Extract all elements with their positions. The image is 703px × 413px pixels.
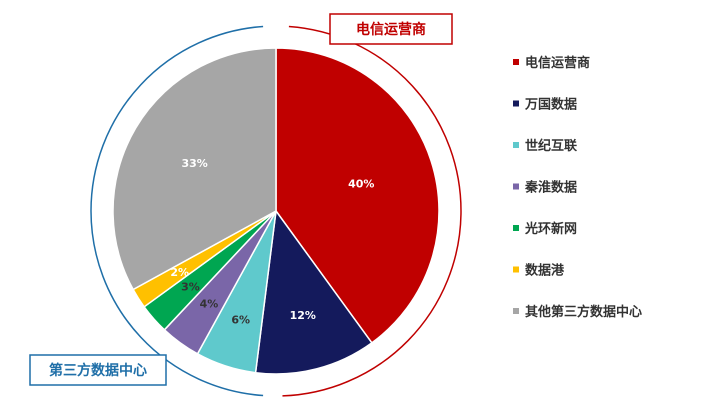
- legend-swatch-7: [513, 308, 519, 314]
- legend-swatch-4: [513, 183, 519, 190]
- telecom-callout-label: 电信运营商: [356, 21, 426, 38]
- slice-label-3: 6%: [231, 314, 250, 327]
- slice-label-7: 33%: [181, 157, 207, 170]
- legend-label-4: 秦淮数据: [524, 180, 577, 196]
- slice-label-1: 40%: [348, 177, 374, 190]
- slice-label-2: 12%: [290, 309, 316, 322]
- legend-swatch-6: [513, 266, 519, 273]
- legend-label-7: 其他第三方数据中心: [525, 304, 642, 320]
- third-party-callout-label: 第三方数据中心: [49, 362, 147, 379]
- pie-slice-2: [254, 209, 373, 375]
- pie-slices: [112, 47, 440, 375]
- legend-label-1: 电信运营商: [525, 55, 590, 71]
- telecom-bracket-arc: [282, 25, 462, 397]
- legend-swatch-2: [513, 100, 519, 107]
- slice-label-5: 3%: [181, 280, 200, 293]
- pie-slice-7: [112, 47, 277, 291]
- legend-label-5: 光环新网: [524, 221, 577, 237]
- legend-label-2: 万国数据: [524, 97, 577, 113]
- third-party-callout: 第三方数据中心: [29, 354, 167, 386]
- telecom-callout: 电信运营商: [329, 13, 453, 45]
- legend-swatch-5: [513, 225, 519, 231]
- third-party-bracket-arc: [90, 25, 264, 397]
- slice-label-4: 4%: [200, 297, 219, 310]
- legend-swatch-1: [513, 59, 519, 65]
- pie-slice-labels: 40% 12% 6% 4%3%2% 33%: [170, 157, 374, 327]
- pie-slice-1: [275, 47, 440, 344]
- legend-swatch-3: [513, 142, 519, 148]
- legend-label-6: 数据港: [525, 263, 565, 279]
- slice-label-6: 2%: [170, 266, 189, 279]
- legend-label-3: 世纪互联: [525, 138, 577, 154]
